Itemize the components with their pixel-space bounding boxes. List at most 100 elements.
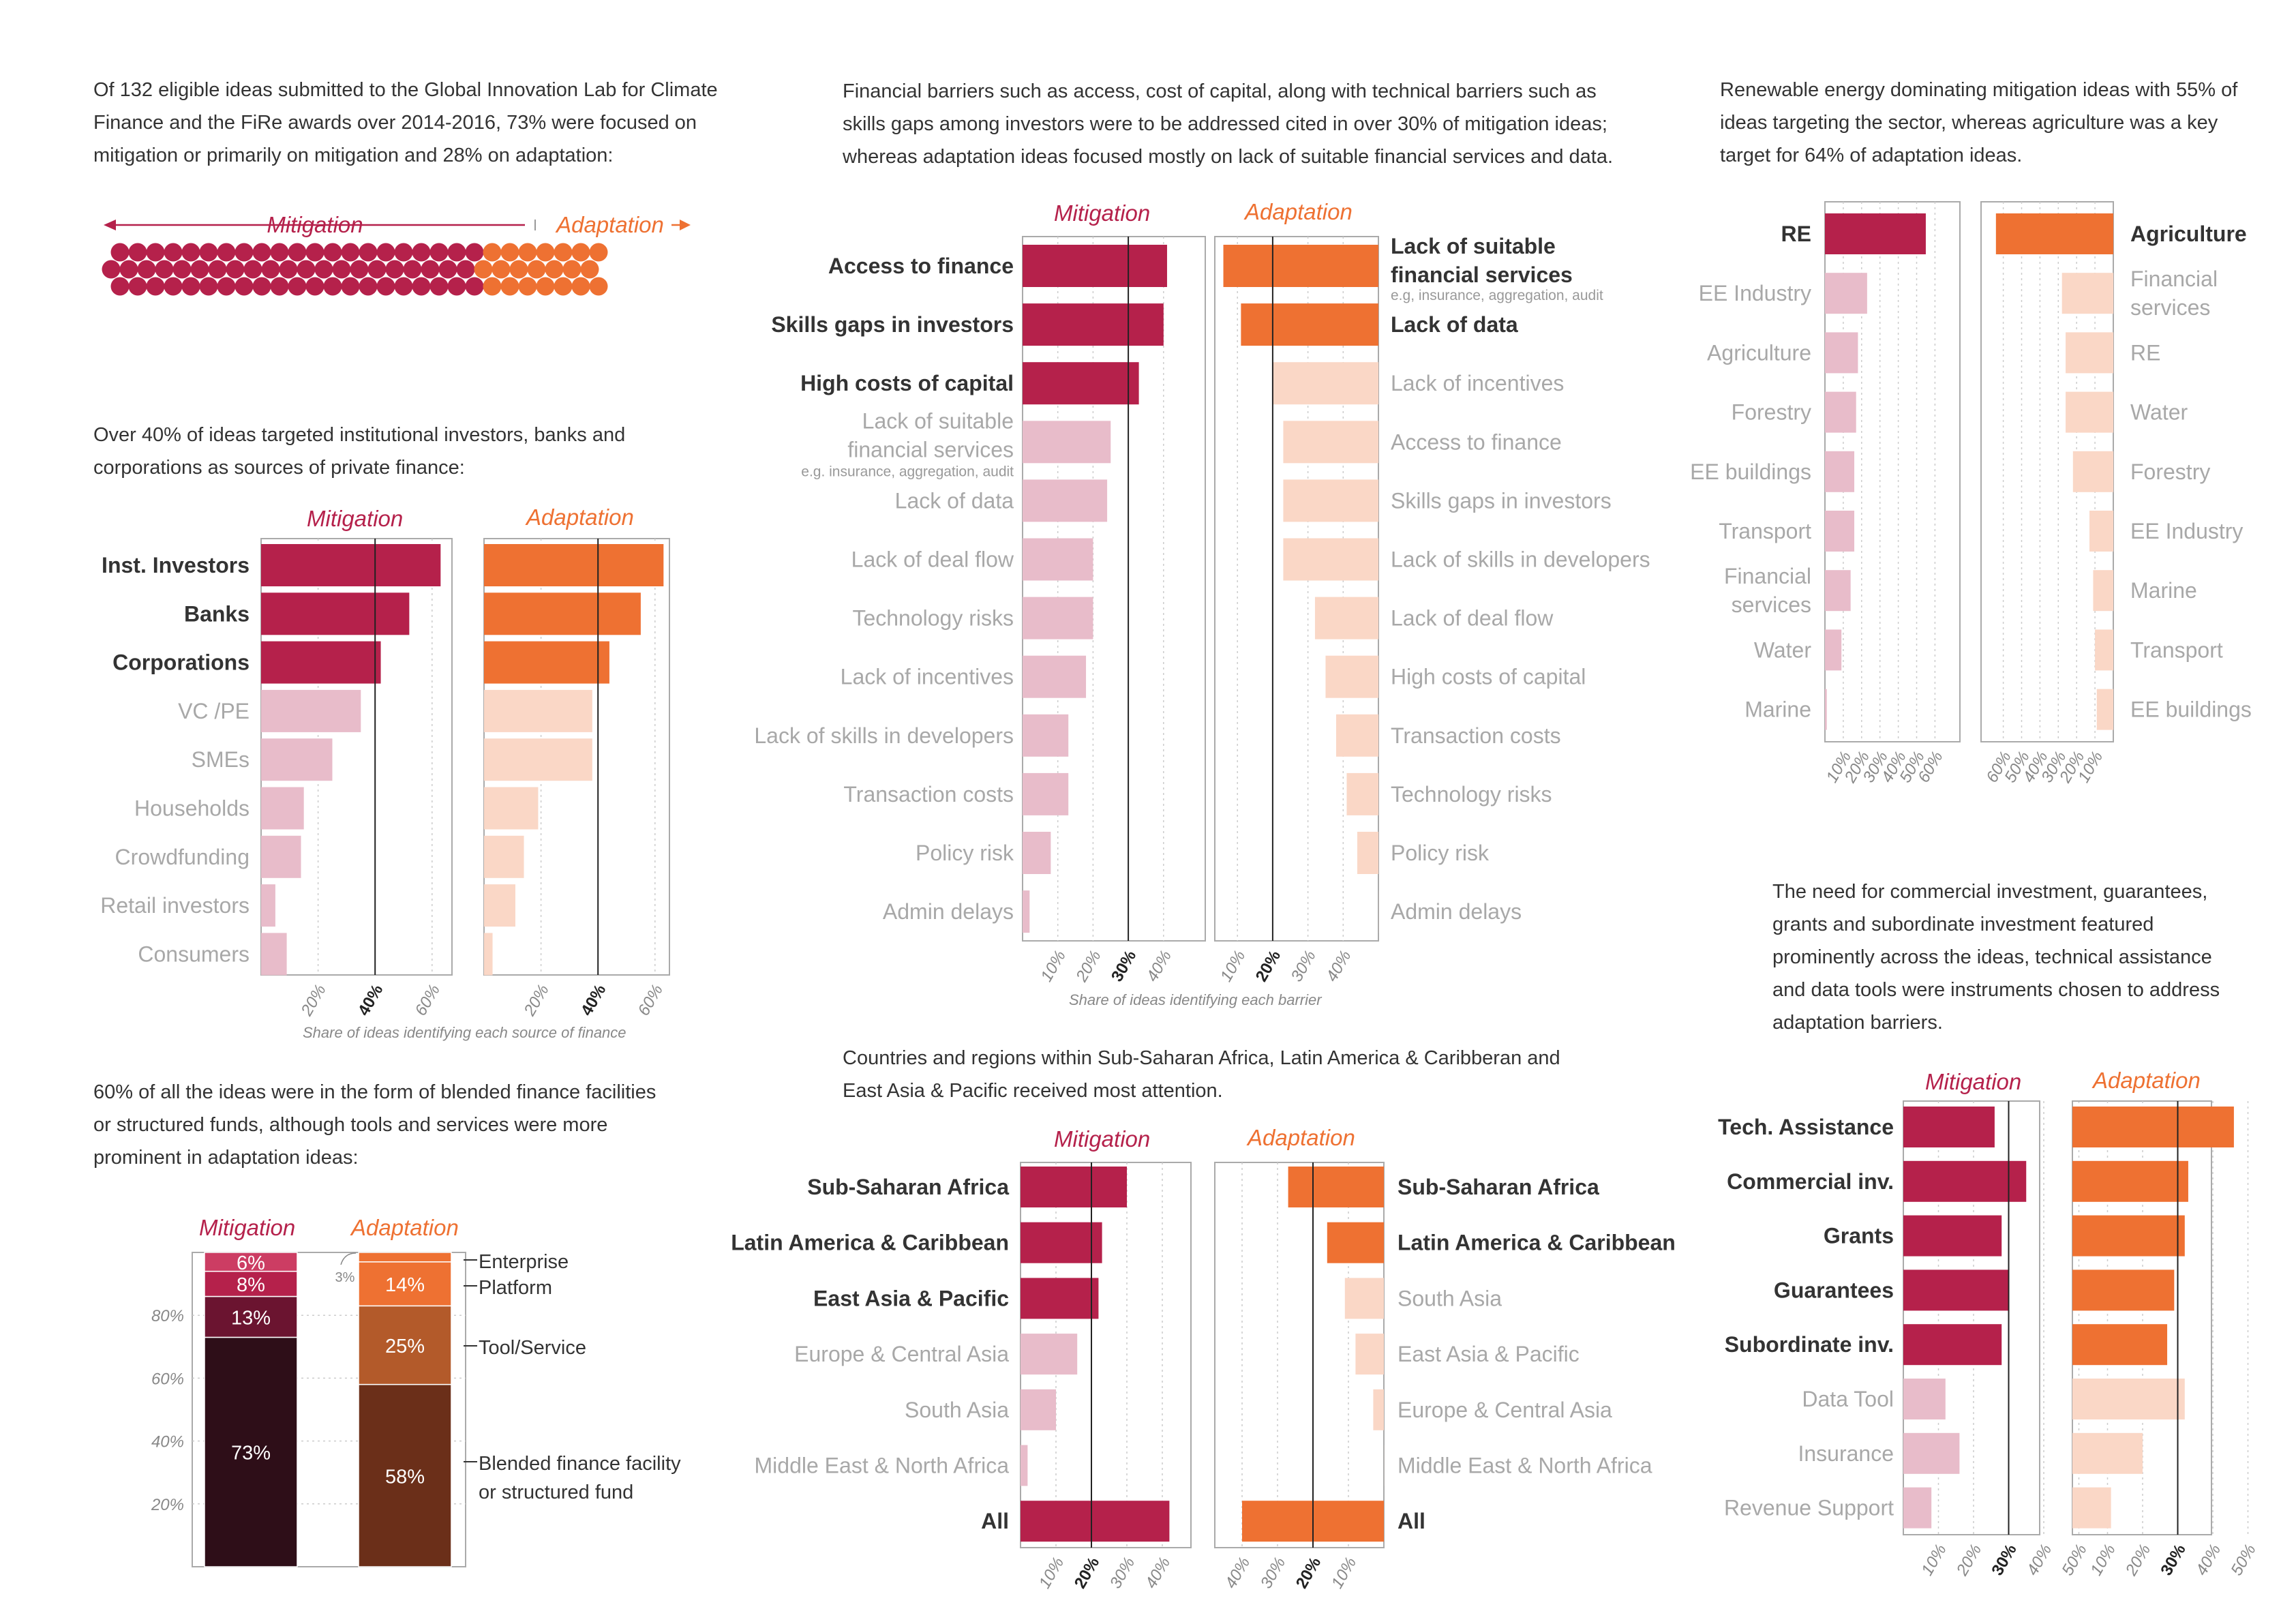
barriers-mitigation-bar-skills-gaps-in-investors — [1023, 303, 1164, 346]
sources-label-corporations: Corporations — [112, 650, 250, 675]
regions-mitigation-bar-latin-america-caribbean — [1021, 1222, 1102, 1263]
instruments-mitigation-tick: 40% — [2023, 1542, 2055, 1579]
regions-mitigation-title: Mitigation — [1054, 1126, 1151, 1152]
sectors-mit-label-ee-buildings: EE buildings — [1690, 460, 1811, 484]
regions-adaptation-bar-east-asia-pacific — [1355, 1334, 1384, 1375]
sectors-ada-label-transport: Transport — [2130, 637, 2223, 662]
types-adaptation-title: Adaptation — [351, 1215, 459, 1240]
dot-mitigation — [128, 277, 147, 296]
barriers-mitigation-bar-lack-of-data — [1023, 479, 1108, 522]
sources-mitigation-bar-crowdfunding — [261, 835, 301, 878]
types-legend-label: Tool/Service — [479, 1337, 586, 1359]
sectors-ada-label-marine: Marine — [2130, 578, 2197, 603]
barriers-adaptation-bar-lack-of-data — [1241, 303, 1378, 346]
dot-mitigation — [359, 277, 378, 296]
sectors-ada-label-financial-services-line-0: Financial — [2130, 267, 2218, 291]
instruments-label-grants: Grants — [1824, 1224, 1894, 1248]
barriers-axis-note: Share of ideas identifying each barrier — [1069, 991, 1322, 1008]
instruments-adaptation-frame — [2072, 1100, 2212, 1535]
barriers-ada-label-skills-gaps-in-investors: Skills gaps in investors — [1391, 488, 1612, 513]
barriers-adaptation-bar-lack-of-deal-flow — [1314, 597, 1378, 640]
instruments-adaptation-bar-revenue-support — [2072, 1487, 2111, 1529]
barriers-ada-label-admin-delays: Admin delays — [1391, 899, 1522, 924]
barriers-ada-subnote: e.g, insurance, aggregation, audit — [1391, 288, 1603, 303]
barriers-mitigation-bar-lack-of-deal-flow — [1023, 538, 1093, 581]
sources-label-consumers: Consumers — [138, 942, 250, 966]
dot-mitigation — [394, 277, 413, 296]
sources-adaptation-bar-smes — [484, 738, 592, 781]
types-bar-adaptation-enterprise — [358, 1252, 452, 1263]
instruments-adaptation-bar-guarantees — [2072, 1269, 2175, 1311]
dot-mitigation — [137, 260, 156, 279]
dot-adaptation — [545, 260, 564, 279]
barriers-mit-label-high-costs-of-capital: High costs of capital — [800, 371, 1014, 395]
types-bar-adaptation-blended-finance-facility-or-structured-fund — [358, 1383, 452, 1567]
barriers-mitigation-bar-technology-risks — [1023, 597, 1093, 640]
instruments-adaptation-title: Adaptation — [2093, 1068, 2201, 1093]
instruments-adaptation-bar-insurance — [2072, 1432, 2143, 1474]
sectors-ada-label-re: RE — [2130, 340, 2160, 365]
sectors-mitigation-bar-forestry — [1825, 391, 1856, 433]
types-tick: 80% — [151, 1307, 184, 1325]
types-bar-mitigation-enterprise — [204, 1252, 298, 1272]
barriers-ada-label-lack-of-data: Lack of data — [1391, 312, 1518, 337]
barriers-adaptation-bar-lack-of-suitable-financial-services — [1223, 245, 1378, 287]
barriers-mitigation-tick: 40% — [1143, 948, 1175, 985]
instruments-adaptation-tick: 30% — [2157, 1542, 2189, 1579]
dot-mitigation — [323, 277, 342, 296]
barriers-mitigation-tick: 10% — [1037, 948, 1069, 985]
instruments-label-revenue-support: Revenue Support — [1724, 1496, 1894, 1520]
dot-mitigation — [385, 260, 404, 279]
sources-label-crowdfunding: Crowdfunding — [115, 845, 250, 869]
instruments-mitigation-bar-insurance — [1903, 1432, 1960, 1474]
barriers-adaptation-tick: 10% — [1217, 948, 1249, 985]
sources-label-smes: SMEs — [192, 747, 250, 772]
regions-adaptation-tick: 10% — [1328, 1554, 1360, 1592]
types-tick: 40% — [151, 1433, 184, 1452]
dot-adaptation — [527, 260, 546, 279]
sources-label-vc-pe: VC /PE — [178, 699, 250, 723]
regions-ada-label-sub-saharan-africa: Sub-Saharan Africa — [1398, 1175, 1599, 1199]
dot-adaptation — [580, 260, 599, 279]
dot-adaptation — [483, 243, 502, 262]
types-value-label: 25% — [385, 1336, 425, 1357]
sectors-mitigation-bar-marine — [1825, 689, 1827, 730]
dot-mitigation — [456, 260, 475, 279]
sectors-mitigation-bar-financial-services — [1825, 570, 1851, 612]
split-adaptation-label: Adaptation — [555, 212, 664, 237]
dot-mitigation — [376, 243, 395, 262]
barriers-adaptation-bar-lack-of-incentives — [1272, 362, 1378, 405]
barriers-mit-label-policy-risk: Policy risk — [916, 841, 1014, 865]
dot-adaptation — [562, 260, 581, 279]
intro-sources: Over 40% of ideas targeted institutional… — [93, 424, 626, 479]
instruments-label-data-tool: Data Tool — [1802, 1387, 1894, 1411]
regions-mitigation-bar-europe-central-asia — [1021, 1334, 1078, 1375]
regions-mit-label-europe-central-asia: Europe & Central Asia — [794, 1342, 1009, 1366]
instruments-label-guarantees: Guarantees — [1774, 1278, 1894, 1302]
dot-mitigation — [110, 243, 130, 262]
sources-mitigation-bar-corporations — [261, 641, 381, 684]
sources-label-households: Households — [134, 796, 250, 821]
instruments-label-commercial-inv: Commercial inv. — [1727, 1169, 1894, 1194]
instruments-label-tech-assistance: Tech. Assistance — [1718, 1115, 1894, 1139]
barriers-mitigation-bar-admin-delays — [1023, 890, 1030, 933]
barriers-mitigation-tick: 20% — [1072, 948, 1105, 986]
sectors-adaptation-bar-ee-buildings — [2096, 689, 2113, 730]
barriers-adaptation-bar-transaction-costs — [1335, 714, 1378, 757]
dot-mitigation — [190, 260, 209, 279]
regions-mitigation-bar-south-asia — [1021, 1389, 1056, 1430]
types-legend-label: Enterprise — [479, 1251, 569, 1273]
intro-sectors: Renewable energy dominating mitigation i… — [1720, 79, 2238, 166]
regions-mitigation-tick: 40% — [1142, 1554, 1174, 1592]
types-tick: 60% — [151, 1370, 184, 1388]
dot-mitigation — [447, 243, 466, 262]
regions-adaptation-tick: 20% — [1293, 1554, 1325, 1592]
barriers-mit-label-skills-gaps-in-investors: Skills gaps in investors — [771, 312, 1014, 337]
instruments-mitigation-bar-tech-assistance — [1903, 1107, 1995, 1147]
dot-adaptation — [518, 243, 537, 262]
sectors-ada-label-ee-industry: EE Industry — [2130, 519, 2243, 543]
types-bar-adaptation-tool-service — [358, 1305, 452, 1385]
dot-adaptation — [554, 277, 573, 296]
mitigation-arrowhead — [104, 220, 116, 230]
instruments-adaptation-tick: 10% — [2087, 1542, 2119, 1579]
